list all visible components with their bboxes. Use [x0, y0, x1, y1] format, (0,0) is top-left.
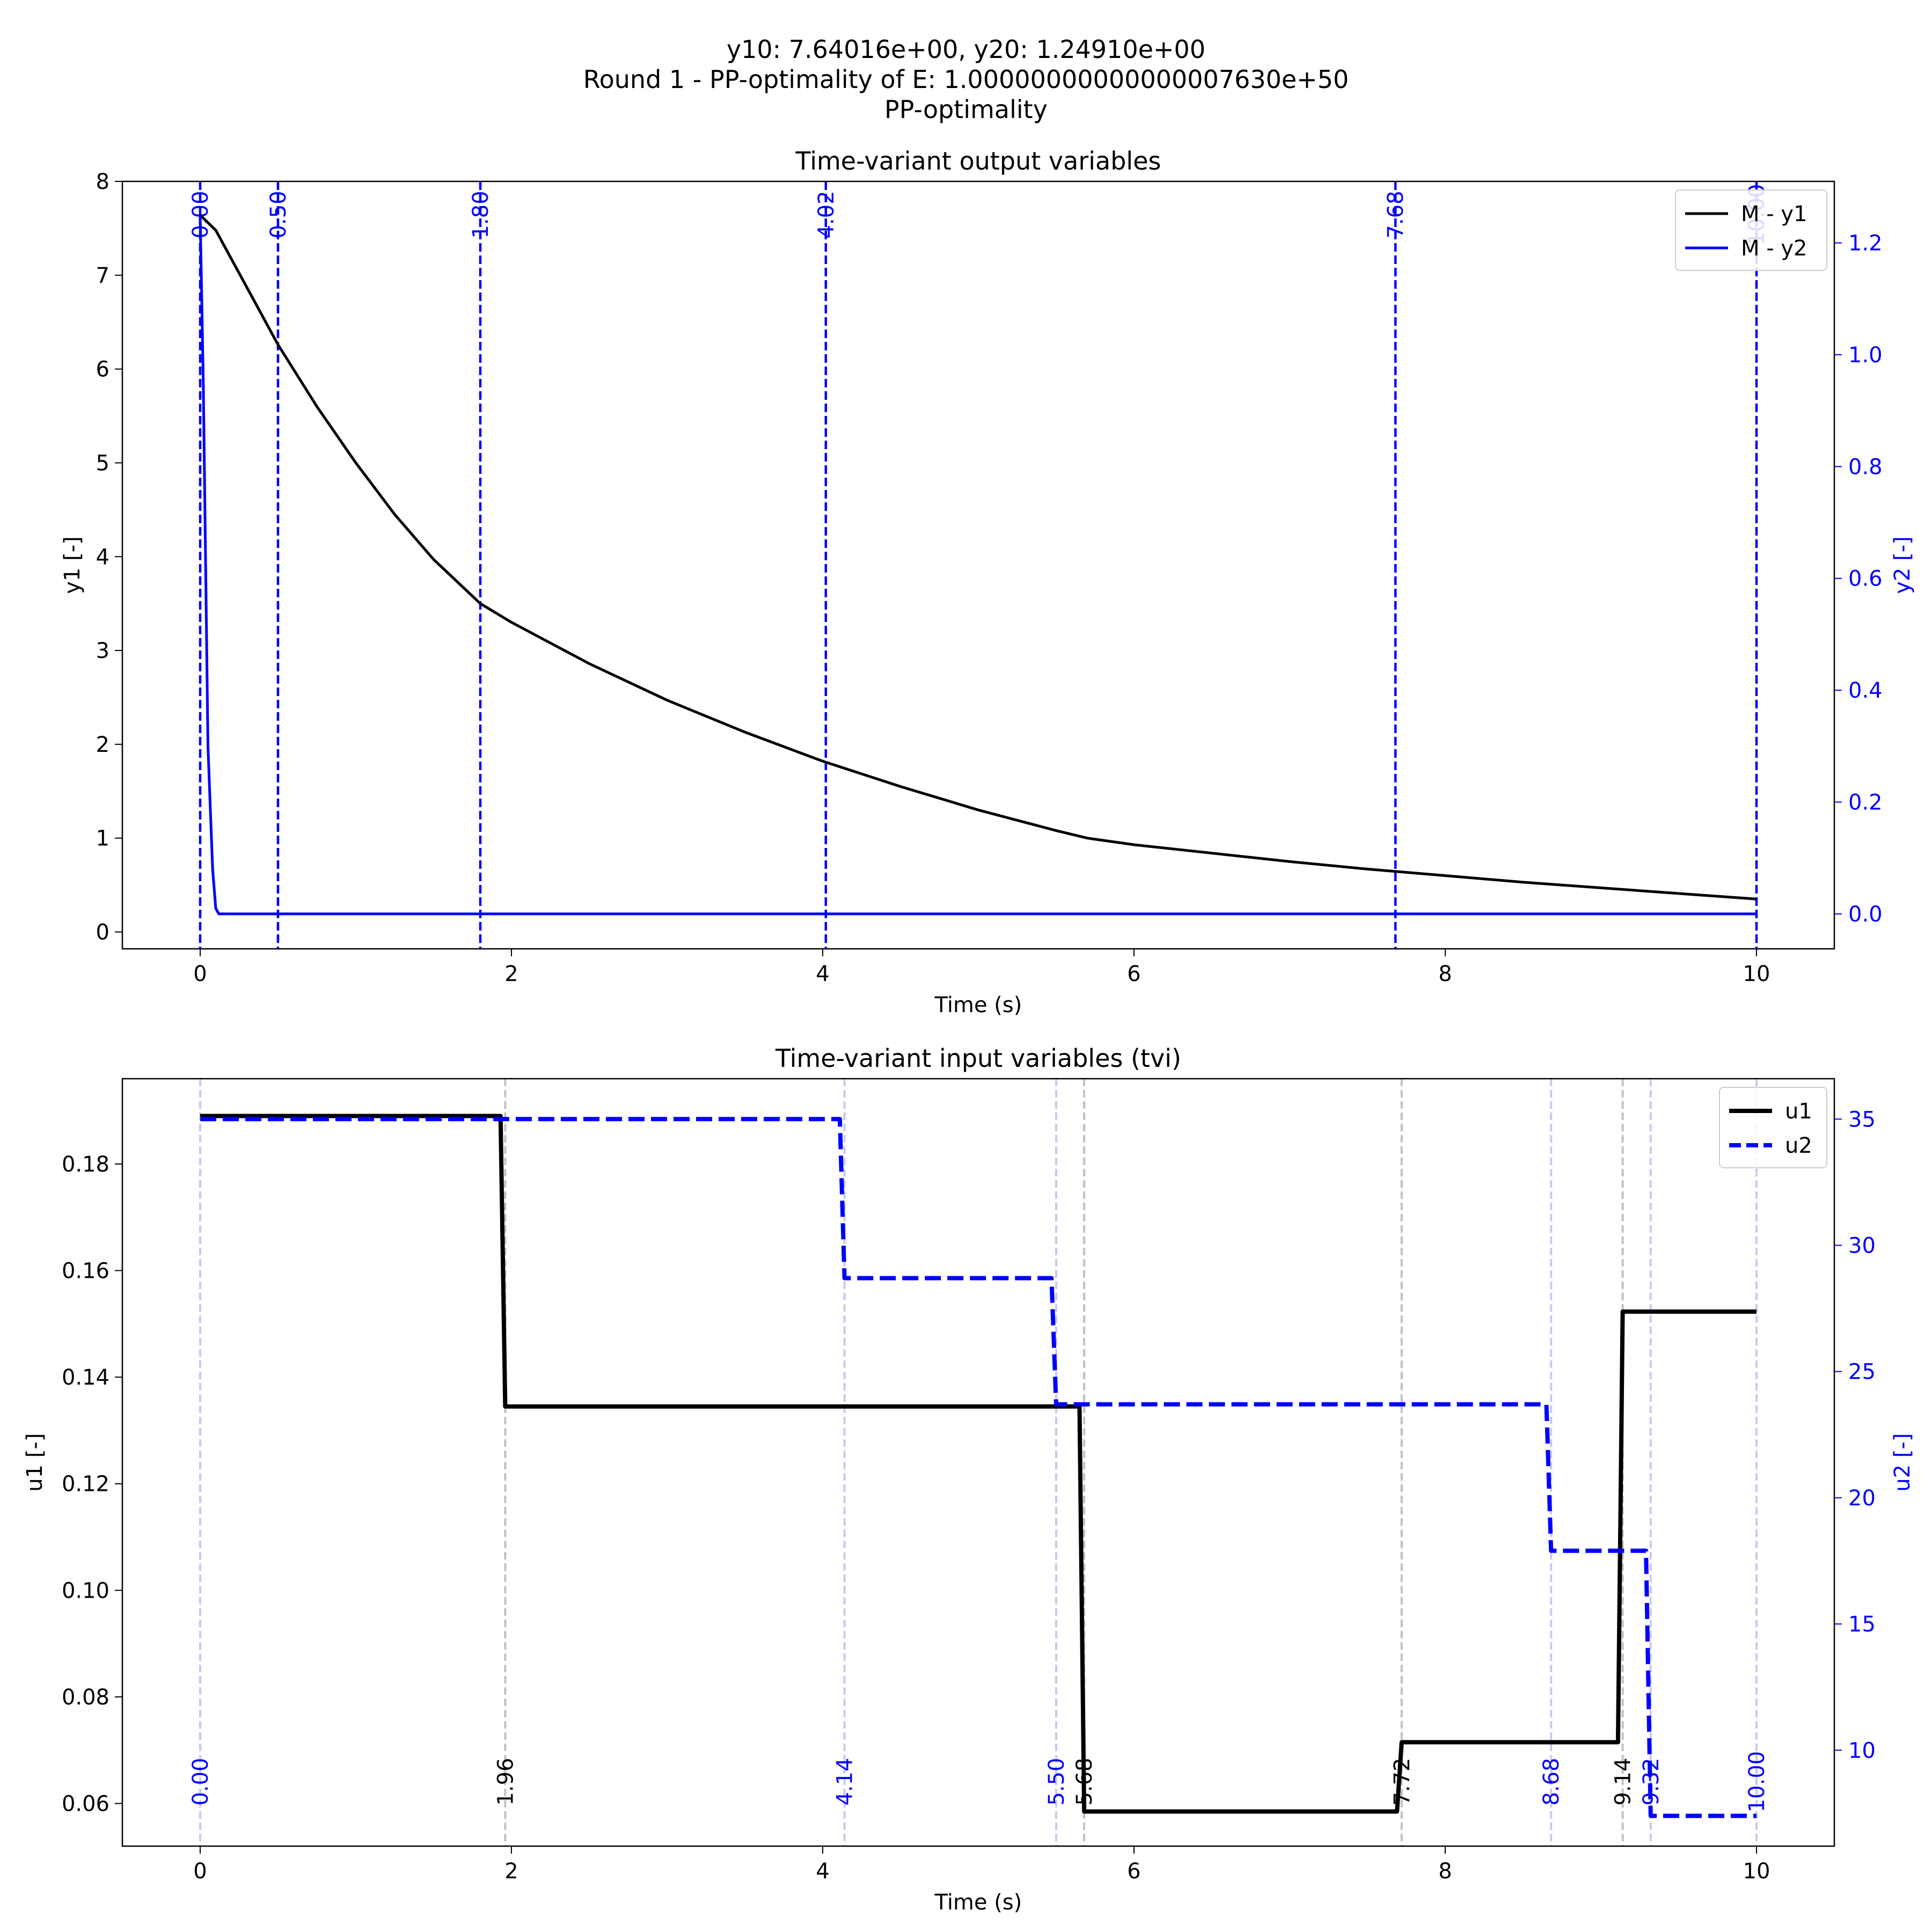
y-left-tick-label: 6	[96, 357, 109, 382]
y-right-tick-label: 0.4	[1848, 678, 1883, 703]
x-axis-label: Time (s)	[934, 993, 1022, 1018]
y-right-tick-label: 30	[1848, 1233, 1876, 1258]
figure-title-line-3: PP-optimality	[884, 95, 1048, 124]
y-left-tick-label: 3	[96, 639, 109, 663]
y-right-tick-label: 35	[1848, 1107, 1876, 1132]
legend-label: M - y1	[1741, 202, 1807, 226]
y-left-tick-label: 7	[96, 264, 109, 288]
y-left-tick-label: 0.14	[62, 1365, 109, 1390]
y-left-tick-label: 0.12	[62, 1472, 109, 1497]
x-tick-label: 10	[1743, 1859, 1770, 1884]
legend-label: M - y2	[1741, 236, 1807, 261]
x-tick-label: 4	[816, 962, 829, 986]
y-right-tick-label: 0.0	[1848, 902, 1883, 927]
y-right-tick-label: 0.8	[1848, 455, 1883, 479]
x-tick-label: 8	[1438, 1859, 1452, 1884]
x-tick-label: 4	[816, 1859, 829, 1884]
y-left-tick-label: 0.06	[62, 1792, 109, 1817]
vline-label: 0.50	[266, 191, 291, 238]
y-right-tick-label: 0.2	[1848, 791, 1883, 815]
y-right-tick-label: 1.2	[1848, 231, 1883, 256]
series-line-u2	[200, 1117, 1757, 1818]
y-left-axis-label: u1 [-]	[23, 1433, 47, 1491]
figure-title-line-1: y10: 7.64016e+00, y20: 1.24910e+00	[726, 35, 1206, 64]
y-right-tick-label: 10	[1848, 1738, 1876, 1763]
y-right-tick-label: 0.6	[1848, 567, 1883, 591]
vline-u1-label: 9.14	[1611, 1758, 1636, 1805]
legend-box	[1719, 1087, 1827, 1168]
vline-u2-label: 10.00	[1745, 1751, 1769, 1813]
x-tick-label: 6	[1127, 1859, 1140, 1884]
x-tick-label: 8	[1438, 962, 1452, 986]
series-line-m-y2	[199, 215, 1757, 916]
x-tick-label: 2	[504, 1859, 518, 1884]
series-line-u1	[200, 1114, 1757, 1814]
y-left-axis-label: y1 [-]	[60, 536, 85, 594]
legend: M - y1 M - y2	[1675, 189, 1827, 271]
figure-title-line-2: Round 1 - PP-optimality of E: 1.00000000…	[583, 65, 1349, 94]
y-left-tick-label: 1	[96, 826, 109, 851]
vline-u1-label: 1.96	[493, 1758, 518, 1805]
x-tick-label: 6	[1127, 962, 1140, 986]
legend-box	[1675, 189, 1827, 271]
vline-label: 4.02	[814, 191, 839, 238]
y-left-tick-label: 0.08	[62, 1685, 109, 1710]
x-tick-label: 0	[193, 1859, 207, 1884]
y-right-tick-label: 25	[1848, 1360, 1876, 1385]
y-left-tick-label: 0	[96, 920, 109, 945]
axes-frame	[121, 1078, 1835, 1847]
y-right-tick-label: 15	[1848, 1612, 1876, 1637]
y-left-tick-label: 5	[96, 451, 109, 475]
x-axis-label: Time (s)	[934, 1890, 1022, 1915]
x-tick-label: 2	[504, 962, 518, 986]
x-tick-label: 0	[193, 962, 207, 986]
vline-u2-label: 5.50	[1044, 1758, 1069, 1805]
y-right-axis-label: u2 [-]	[1890, 1433, 1915, 1491]
axes-frame	[121, 180, 1835, 950]
vline-u2-label: 4.14	[833, 1758, 858, 1805]
y-right-axis-label: y2 [-]	[1890, 536, 1915, 594]
y-left-tick-label: 0.10	[62, 1578, 109, 1603]
legend-label: u2	[1785, 1133, 1812, 1158]
x-tick-label: 10	[1743, 962, 1770, 986]
y-right-tick-label: 1.0	[1848, 343, 1883, 368]
y-left-tick-label: 8	[96, 170, 109, 194]
panel-title: Time-variant input variables (tvi)	[775, 1044, 1181, 1073]
vline-label: 7.68	[1384, 191, 1408, 238]
vline-u2-label: 0.00	[188, 1758, 213, 1805]
series-line-m-y1	[199, 214, 1757, 901]
vline-u2-label: 8.68	[1539, 1758, 1564, 1805]
chart-panel-2: Time-variant input variables (tvi) 0 2 4 6 8 1…	[23, 1044, 1915, 1915]
y-left-tick-label: 4	[96, 545, 109, 569]
y-left-tick-label: 0.18	[62, 1152, 109, 1177]
y-left-tick-label: 2	[96, 733, 109, 757]
vline-label: 1.80	[469, 191, 493, 238]
y-left-tick-label: 0.16	[62, 1259, 109, 1284]
legend-label: u1	[1785, 1099, 1812, 1124]
y-right-tick-label: 20	[1848, 1486, 1876, 1511]
panel-title: Time-variant output variables	[795, 147, 1161, 175]
